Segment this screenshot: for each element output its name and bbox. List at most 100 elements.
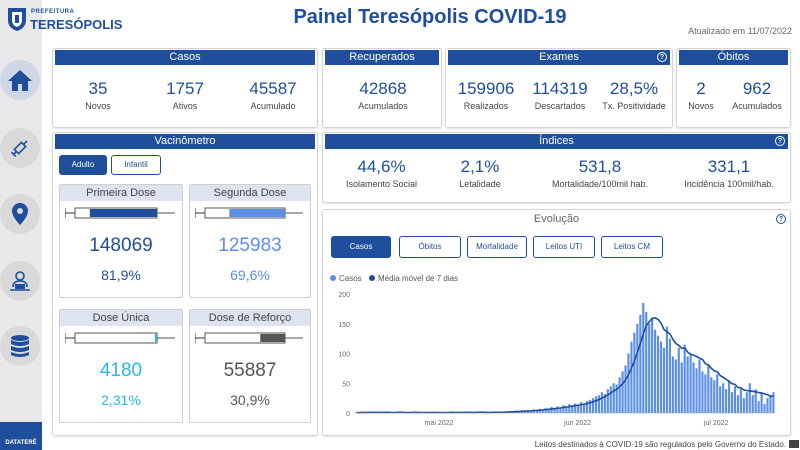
- indices-header: Índices ?: [325, 134, 788, 149]
- tab-leitos-uti[interactable]: Leitos UTI: [533, 236, 595, 258]
- exames-realizados: 159906 Realizados: [450, 79, 522, 111]
- nav-map-button[interactable]: [0, 194, 40, 234]
- line-media-movel: [356, 316, 774, 414]
- recuperados-label: Acumulados: [358, 101, 408, 111]
- bar-casos: [636, 323, 639, 413]
- obitos-novos-value: 2: [696, 79, 706, 98]
- casos-acum-label: Acumulado: [250, 101, 296, 111]
- syringe-unica-fill: [155, 334, 157, 342]
- y-tick-label: 50: [342, 381, 350, 388]
- casos-novos-value: 35: [88, 79, 108, 98]
- recuperados-title: Recuperados: [325, 50, 439, 65]
- bar-casos: [642, 302, 645, 413]
- indice-letalidade-label: Letalidade: [459, 179, 501, 189]
- bar-casos: [645, 311, 648, 413]
- page-title: Painel Teresópolis COVID-19: [293, 6, 567, 28]
- bar-casos: [603, 393, 606, 413]
- indice-isolamento: 44,6% Isolamento Social: [329, 157, 434, 189]
- tab-mortalidade[interactable]: Mortalidade: [467, 236, 527, 258]
- indices-title: Índices: [539, 135, 574, 147]
- syringe-unica-icon: [65, 332, 175, 344]
- nav-home-button[interactable]: [0, 60, 40, 100]
- bar-casos: [583, 403, 586, 413]
- bar-casos: [544, 408, 547, 413]
- dose-unica: Dose Única 4180 2,31%: [59, 309, 183, 423]
- dose-unica-value: 4180: [99, 360, 143, 381]
- dose-primeira: Primeira Dose 148069 81,9%: [59, 184, 183, 298]
- bar-casos: [742, 398, 745, 413]
- bar-casos: [574, 403, 577, 413]
- tab-leitos-cm[interactable]: Leitos CM: [601, 236, 663, 258]
- indice-incidencia-value: 331,1: [707, 157, 751, 176]
- bar-casos: [541, 409, 544, 413]
- exames-header: Exames ?: [448, 50, 670, 65]
- scroll-down-icon[interactable]: [789, 440, 799, 448]
- bar-casos: [556, 406, 559, 413]
- bar-casos: [648, 323, 651, 413]
- exames-positividade-value: 28,5%: [609, 79, 659, 98]
- bar-casos: [630, 341, 633, 413]
- bar-casos: [639, 314, 642, 413]
- bar-casos: [618, 377, 621, 413]
- exames-realizados-label: Realizados: [463, 101, 509, 111]
- dose-segunda: Segunda Dose 125983 69,6%: [189, 184, 311, 298]
- nav-user-button[interactable]: [0, 261, 40, 301]
- bar-casos: [674, 359, 677, 413]
- bar-casos: [713, 380, 716, 413]
- bar-casos: [751, 395, 754, 413]
- syringe-primeira-fill: [89, 209, 157, 217]
- indice-letalidade: 2,1% Letalidade: [439, 157, 521, 189]
- obitos-novos: 2 Novos: [679, 79, 723, 111]
- nav-vaccine-button[interactable]: [0, 128, 40, 168]
- evolucao-help-icon[interactable]: ?: [776, 214, 786, 224]
- user-desk-icon: [10, 271, 30, 291]
- y-tick-label: 100: [338, 352, 350, 359]
- bar-casos: [594, 396, 598, 413]
- bar-casos: [689, 353, 692, 413]
- exames-positividade: 28,5% Tx. Positividade: [598, 79, 670, 111]
- bar-casos: [624, 365, 627, 413]
- casos-novos-label: Novos: [85, 101, 111, 111]
- dose-segunda-value: 125983: [218, 235, 282, 256]
- exames-help-icon[interactable]: ?: [657, 52, 667, 62]
- bar-casos: [523, 411, 527, 413]
- bar-casos: [686, 356, 689, 413]
- legend-casos-label: Casos: [339, 274, 362, 283]
- nav-database-button[interactable]: [0, 326, 40, 366]
- bar-casos: [710, 377, 713, 413]
- bar-casos: [677, 347, 680, 413]
- bar-casos: [719, 386, 722, 413]
- casos-novos: 35 Novos: [63, 79, 133, 111]
- bar-casos: [580, 402, 583, 413]
- dose-unica-pct: 2,31%: [101, 392, 141, 408]
- bar-casos: [612, 383, 615, 413]
- obitos-card: Óbitos 2 Novos 962 Acumulados: [676, 48, 791, 128]
- tab-casos[interactable]: Casos: [331, 236, 391, 258]
- casos-card: Casos 35 Novos 1757 Ativos 45587 Acumula…: [52, 48, 318, 128]
- indices-card: Índices ? 44,6% Isolamento Social 2,1% L…: [322, 132, 791, 203]
- bar-casos: [565, 406, 568, 413]
- database-icon: [11, 335, 29, 357]
- logo-city: TERESÓPOLIS: [30, 17, 123, 32]
- x-tick-label: jul 2022: [703, 420, 729, 427]
- tab-obitos[interactable]: Óbitos: [399, 236, 461, 258]
- y-tick-label: 150: [338, 322, 350, 329]
- obitos-acum-value: 962: [742, 79, 772, 98]
- bar-casos: [606, 389, 609, 413]
- casos-ativos: 1757 Ativos: [145, 79, 225, 111]
- bar-casos: [692, 362, 695, 413]
- updated-timestamp: Atualizado em 11/07/2022: [688, 26, 792, 36]
- exames-descartados-label: Descartados: [534, 101, 586, 111]
- bar-casos: [725, 389, 728, 413]
- bar-casos: [671, 356, 674, 413]
- bar-casos: [739, 389, 742, 413]
- city-logo[interactable]: PREFEITURA TERESÓPOLIS: [6, 6, 122, 36]
- tab-infantil[interactable]: Infantil: [111, 155, 161, 175]
- indices-help-icon[interactable]: ?: [775, 136, 785, 146]
- dose-segunda-title: Segunda Dose: [190, 185, 310, 201]
- bar-casos: [568, 404, 571, 413]
- indice-incidencia-label: Incidência 100mil/hab.: [684, 179, 774, 189]
- indice-isolamento-value: 44,6%: [357, 157, 406, 176]
- bar-casos: [600, 392, 603, 413]
- tab-adulto[interactable]: Adulto: [59, 155, 107, 175]
